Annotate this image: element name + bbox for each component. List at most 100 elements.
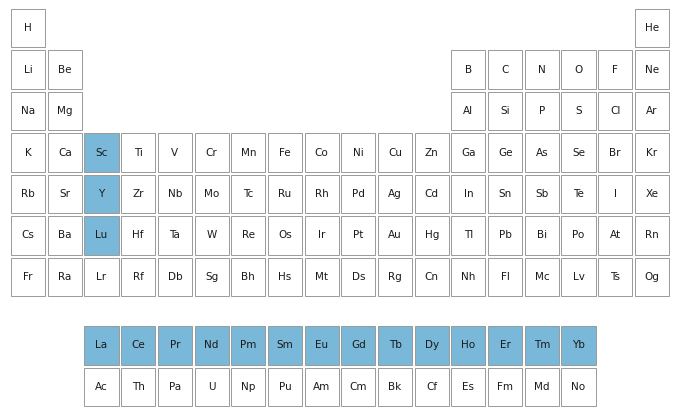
Text: B: B	[465, 65, 472, 75]
Text: Eu: Eu	[315, 340, 328, 350]
Bar	[378, 133, 412, 172]
Bar	[452, 258, 486, 296]
Bar	[158, 133, 192, 172]
Text: Pd: Pd	[352, 189, 364, 199]
Text: Rg: Rg	[388, 272, 402, 282]
Text: Pm: Pm	[240, 340, 256, 350]
Bar	[231, 368, 265, 406]
Text: Al: Al	[463, 106, 473, 116]
Bar	[488, 368, 522, 406]
Bar	[415, 258, 449, 296]
Text: K: K	[24, 148, 31, 158]
Text: Te: Te	[573, 189, 584, 199]
Bar	[194, 175, 228, 213]
Text: Re: Re	[242, 230, 255, 240]
Text: Hs: Hs	[278, 272, 292, 282]
Bar	[525, 258, 559, 296]
Bar	[121, 258, 155, 296]
Bar	[231, 258, 265, 296]
Bar	[378, 326, 412, 365]
Bar	[341, 326, 375, 365]
Text: Pu: Pu	[279, 382, 291, 392]
Bar	[84, 258, 118, 296]
Bar	[341, 368, 375, 406]
Bar	[305, 175, 339, 213]
Bar	[231, 216, 265, 255]
Bar	[562, 258, 596, 296]
Text: Cu: Cu	[388, 148, 402, 158]
Bar	[194, 258, 228, 296]
Bar	[48, 133, 82, 172]
Text: Am: Am	[313, 382, 330, 392]
Bar	[268, 175, 302, 213]
Text: Ne: Ne	[645, 65, 659, 75]
Bar	[231, 133, 265, 172]
Text: He: He	[645, 23, 659, 33]
Text: Ra: Ra	[58, 272, 71, 282]
Bar	[268, 133, 302, 172]
Text: Po: Po	[573, 230, 585, 240]
Text: Y: Y	[99, 189, 105, 199]
Text: Pa: Pa	[169, 382, 181, 392]
Text: Pb: Pb	[498, 230, 511, 240]
Bar	[488, 133, 522, 172]
Bar	[378, 175, 412, 213]
Bar	[341, 258, 375, 296]
Bar	[635, 92, 669, 130]
Text: Pt: Pt	[353, 230, 364, 240]
Text: Rh: Rh	[315, 189, 328, 199]
Bar	[11, 9, 45, 47]
Text: Th: Th	[132, 382, 145, 392]
Bar	[562, 133, 596, 172]
Bar	[84, 368, 118, 406]
Text: Bk: Bk	[388, 382, 402, 392]
Text: Lr: Lr	[97, 272, 107, 282]
Text: As: As	[536, 148, 548, 158]
Text: Mg: Mg	[57, 106, 73, 116]
Text: Lu: Lu	[95, 230, 107, 240]
Bar	[415, 216, 449, 255]
Bar	[305, 326, 339, 365]
Text: Na: Na	[21, 106, 35, 116]
Bar	[48, 175, 82, 213]
Bar	[84, 133, 118, 172]
Text: Lv: Lv	[573, 272, 585, 282]
Bar	[158, 368, 192, 406]
Text: P: P	[539, 106, 545, 116]
Text: Cs: Cs	[22, 230, 35, 240]
Bar	[84, 175, 118, 213]
Text: Mt: Mt	[315, 272, 328, 282]
Bar	[488, 326, 522, 365]
Text: Sc: Sc	[95, 148, 107, 158]
Bar	[341, 216, 375, 255]
Bar	[562, 92, 596, 130]
Bar	[598, 216, 632, 255]
Text: Br: Br	[609, 148, 621, 158]
Text: Ac: Ac	[95, 382, 108, 392]
Bar	[452, 216, 486, 255]
Bar	[525, 133, 559, 172]
Text: O: O	[575, 65, 583, 75]
Text: N: N	[538, 65, 546, 75]
Text: Tb: Tb	[388, 340, 401, 350]
Text: Cn: Cn	[425, 272, 439, 282]
Text: La: La	[95, 340, 107, 350]
Text: At: At	[610, 230, 621, 240]
Text: Fr: Fr	[23, 272, 33, 282]
Text: Rf: Rf	[133, 272, 143, 282]
Text: S: S	[575, 106, 582, 116]
Bar	[158, 258, 192, 296]
Bar	[378, 368, 412, 406]
Text: Og: Og	[645, 272, 660, 282]
Bar	[415, 326, 449, 365]
Bar	[11, 216, 45, 255]
Bar	[452, 326, 486, 365]
Text: Nd: Nd	[205, 340, 219, 350]
Bar	[598, 175, 632, 213]
Text: Cd: Cd	[425, 189, 439, 199]
Bar	[341, 133, 375, 172]
Bar	[268, 326, 302, 365]
Bar	[268, 216, 302, 255]
Bar	[48, 92, 82, 130]
Bar	[525, 216, 559, 255]
